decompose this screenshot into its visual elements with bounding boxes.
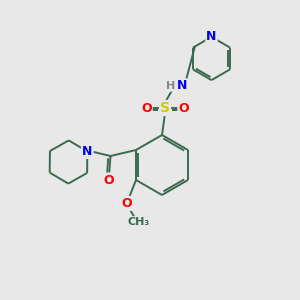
Text: N: N bbox=[206, 30, 217, 44]
Text: N: N bbox=[82, 145, 92, 158]
Text: H: H bbox=[167, 81, 176, 91]
Text: CH₃: CH₃ bbox=[128, 217, 150, 227]
Text: O: O bbox=[178, 101, 189, 115]
Text: O: O bbox=[141, 101, 152, 115]
Text: N: N bbox=[177, 79, 187, 92]
Text: N: N bbox=[82, 145, 92, 158]
Text: O: O bbox=[104, 173, 114, 187]
Text: S: S bbox=[160, 101, 170, 115]
Text: O: O bbox=[122, 197, 132, 210]
